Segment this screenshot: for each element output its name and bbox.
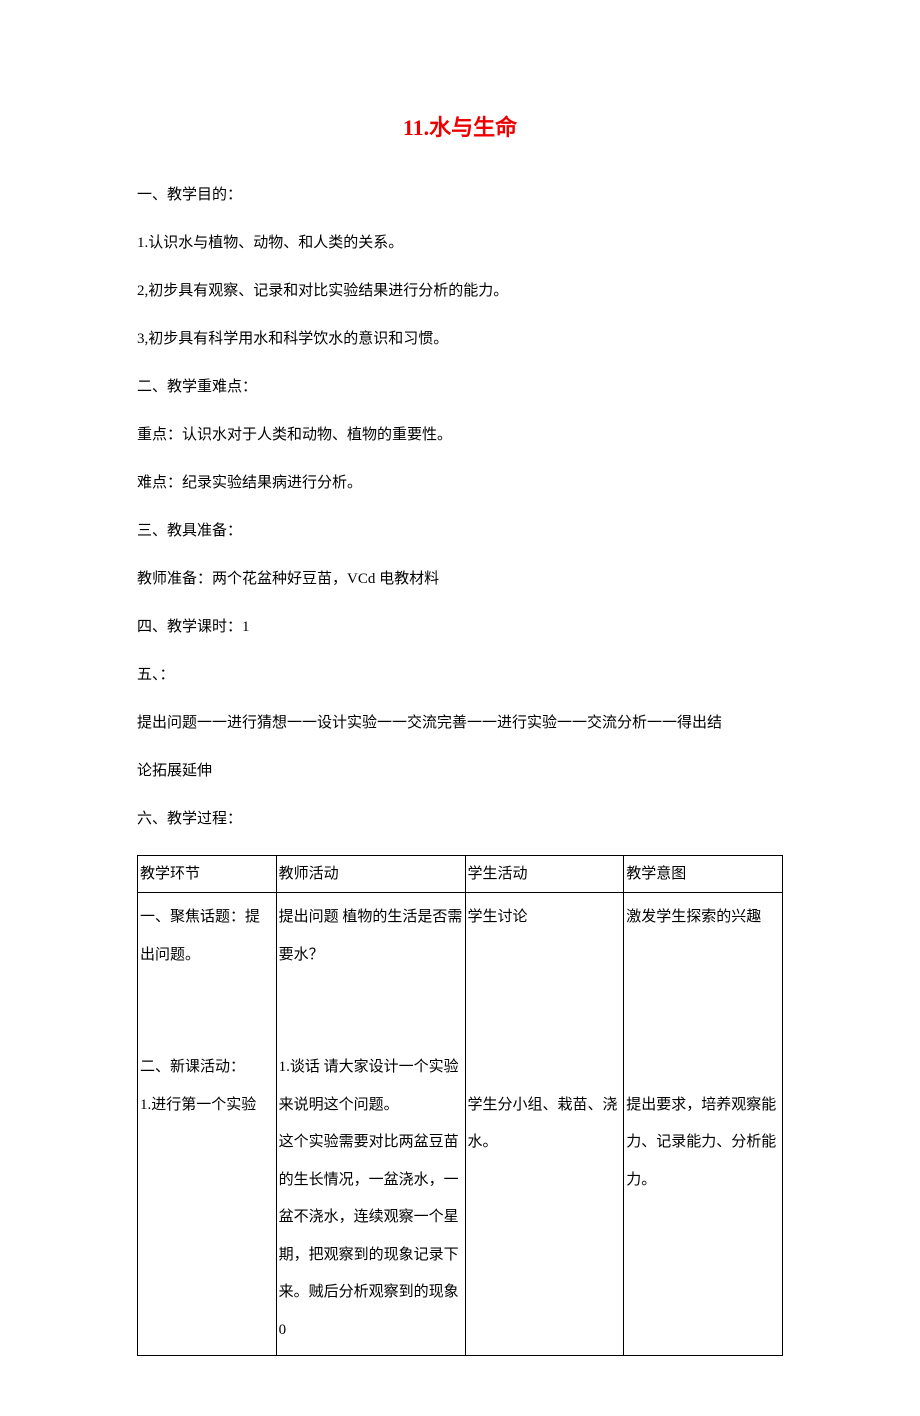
teaching-process-table: 教学环节 教师活动 学生活动 教学意图 一、聚焦话题：提出问题。二、新课活动：1… (137, 855, 783, 1356)
table-header-col3: 学生活动 (465, 856, 624, 893)
section-5-item-1: 提出问题一一进行猜想一一设计实验一一交流完善一一进行实验一一交流分析一一得出结 (137, 711, 783, 735)
section-2-item-1: 重点：认识水对于人类和动物、植物的重要性。 (137, 423, 783, 447)
document-title: 11.水与生命 (137, 110, 783, 145)
table-header-row: 教学环节 教师活动 学生活动 教学意图 (138, 856, 783, 893)
table-header-col4: 教学意图 (624, 856, 783, 893)
table-header-col2: 教师活动 (276, 856, 465, 893)
section-6-heading: 六、教学过程： (137, 807, 783, 831)
table-cell-student: 学生讨论学生分小组、栽苗、浇水。 (465, 893, 624, 1356)
table-cell-teacher: 提出问题 植物的生活是否需要水？1.谈话 请大家设计一个实验来说明这个问题。这个… (276, 893, 465, 1356)
section-3-item-1: 教师准备：两个花盆种好豆苗，VCd 电教材料 (137, 567, 783, 591)
table-cell-phase: 一、聚焦话题：提出问题。二、新课活动：1.进行第一个实验 (138, 893, 277, 1356)
table-cell-intent: 激发学生探索的兴趣提出要求，培养观察能力、记录能力、分析能力。 (624, 893, 783, 1356)
section-2-heading: 二、教学重难点： (137, 375, 783, 399)
table-header-col1: 教学环节 (138, 856, 277, 893)
section-5-item-2: 论拓展延伸 (137, 759, 783, 783)
section-1-item-3: 3,初步具有科学用水和科学饮水的意识和习惯。 (137, 327, 783, 351)
section-1-heading: 一、教学目的： (137, 183, 783, 207)
section-3-heading: 三、教具准备： (137, 519, 783, 543)
section-2-item-2: 难点：纪录实验结果病进行分析。 (137, 471, 783, 495)
section-5-heading: 五、： (137, 663, 783, 687)
section-4-heading: 四、教学课时：1 (137, 615, 783, 639)
section-1-item-2: 2,初步具有观察、记录和对比实验结果进行分析的能力。 (137, 279, 783, 303)
table-row: 一、聚焦话题：提出问题。二、新课活动：1.进行第一个实验 提出问题 植物的生活是… (138, 893, 783, 1356)
section-1-item-1: 1.认识水与植物、动物、和人类的关系。 (137, 231, 783, 255)
